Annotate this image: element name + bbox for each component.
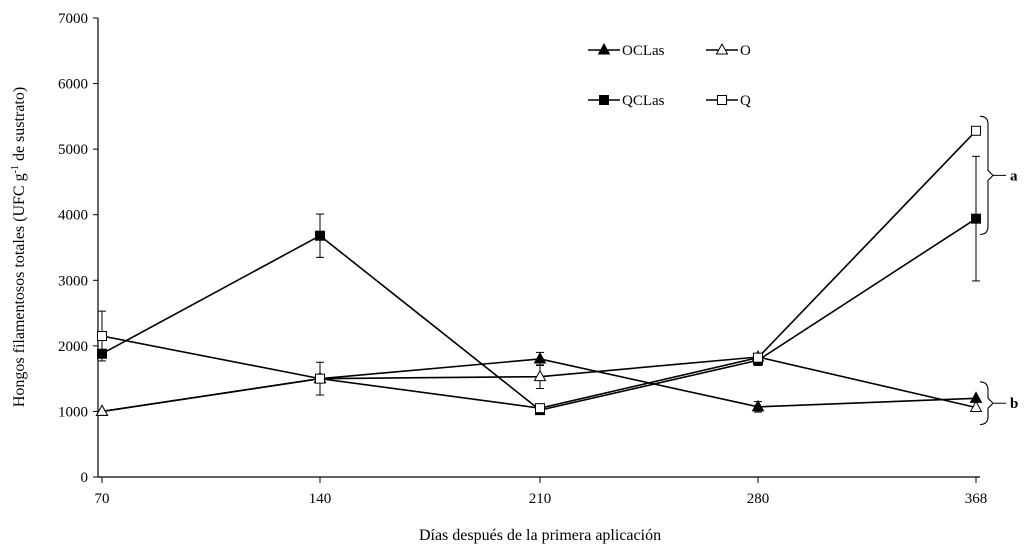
legend-marker [599,95,609,105]
series-line-q [101,130,977,409]
x-tick-label: 210 [529,491,552,507]
marker-oclas [533,351,547,364]
marker-qclas [971,213,981,224]
x-tick-label: 140 [309,491,332,507]
marker-qclas [97,348,107,359]
y-axis-title-superscript: -1 [10,165,21,173]
marker-o [95,404,109,416]
legend-label: O [740,43,751,59]
legend: OCLas O QCLas Q [588,42,751,109]
series-markers [95,125,983,416]
marker-qclas [315,230,325,241]
y-axis-title: Hongos filamentosos totales (UFC g-1 de … [10,87,28,407]
y-tick-label: 2000 [58,339,88,355]
y-tick-label: 7000 [58,11,88,27]
marker-o [969,400,983,412]
y-tick-label: 3000 [58,273,88,289]
marker-oclas [751,399,765,412]
marker-q [97,331,107,342]
marker-q [315,373,325,384]
y-tick-label: 4000 [58,208,88,224]
y-axis-title-main: Hongos filamentosos totales (UFC g [11,173,28,407]
marker-q [535,403,545,414]
legend-marker [715,42,729,55]
group-bracket [979,115,994,235]
legend-label: Q [740,93,751,109]
y-ticks: 0 1000 2000 3000 4000 5000 6000 7000 [58,11,98,486]
group-label: b [1010,396,1018,412]
series-lines [101,130,977,413]
legend-label: QCLas [622,93,665,109]
x-tick-label: 70 [95,491,110,507]
x-axis-title: Días después de la primera aplicación [419,527,661,544]
series-line-qclas [101,217,977,411]
group-bracket [979,381,994,426]
marker-q [753,352,763,363]
marker-q [971,125,981,136]
legend-marker [717,95,727,105]
x-tick-label: 280 [747,491,770,507]
y-tick-label: 0 [81,470,89,486]
legend-label: OCLas [622,43,665,59]
y-tick-label: 5000 [58,142,88,158]
y-tick-label: 6000 [58,77,88,93]
group-label: a [1010,168,1018,184]
marker-o [533,369,547,382]
group-brackets: ab [979,115,1018,426]
axes [97,18,980,478]
legend-marker [597,42,611,55]
y-tick-label: 1000 [58,404,88,420]
y-axis-title-tail: de sustrato) [11,87,28,165]
x-tick-label: 368 [965,491,988,507]
x-ticks: 70 140 210 280 368 [95,477,988,507]
